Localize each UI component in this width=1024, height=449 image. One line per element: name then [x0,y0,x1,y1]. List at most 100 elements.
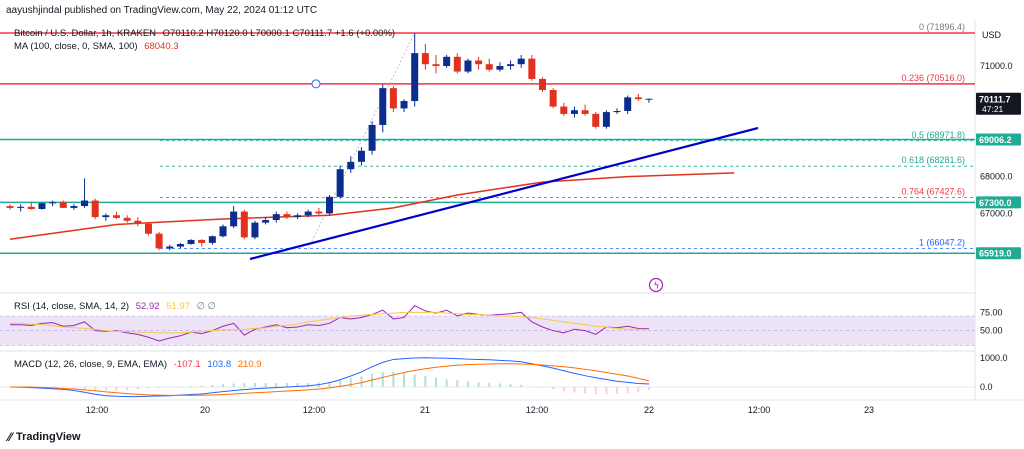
macd-label[interactable]: MACD (12, 26, close, 9, EMA, EMA) [14,359,168,370]
macd-hist-bar [328,381,331,387]
candle-body [262,220,270,223]
candle-body [315,211,323,214]
candle-body [304,211,312,216]
macd-hist-bar [648,387,650,391]
macd-hist-bar [158,387,161,388]
macd-hist-bar [616,387,619,394]
macd-hist-bar [626,387,629,394]
candle-body [17,206,25,208]
candle-body [389,88,397,109]
rsi-legend[interactable]: RSI (14, close, SMA, 14, 2) 52.92 51.97 … [14,301,220,312]
price-label-text: 65919.0 [979,249,1012,259]
candle-body [70,206,78,208]
candle-body [453,56,461,72]
macd-hist-bar [307,382,310,387]
macd-hist-bar [222,384,224,387]
macd-hist-bar [392,371,395,387]
macd-hist-bar [435,377,437,387]
rsi-value: 52.92 [135,301,160,312]
macd-hist-bar [232,383,235,387]
macd-hist-bar [424,375,427,387]
ma-legend[interactable]: MA (100, close, 0, SMA, 100) 68040.3 [14,41,183,52]
candle-body [49,202,57,204]
macd-hist-bar [562,387,565,392]
candle-body [294,215,302,218]
rsi-extra: ∅ ∅ [196,301,216,312]
tradingview-logo[interactable]: ⁄⁄ TradingView [8,430,81,444]
price-label-box [976,92,1021,115]
macd-hist-bar [349,378,352,387]
time-tick: 22 [644,405,654,415]
candle-body [475,60,483,65]
candle-body [251,222,259,238]
candle-body [411,53,419,102]
candle-body [400,101,408,109]
candle-body [272,214,280,221]
fib-label: 0.5 (68971.8) [911,130,965,140]
macd-hist-bar [541,387,544,388]
macd-hist-bar [445,379,448,387]
candle-body [443,56,451,67]
candle-body [464,60,472,72]
macd-panel: 1000.0 0.0 [0,353,1008,398]
macd-hist-bar [509,384,512,387]
candle-body [176,243,184,247]
candle-body [208,236,216,243]
fib-handle [311,79,321,89]
candle-body [219,226,227,237]
macd-hist-bar [530,386,533,387]
macd-hist-bar [456,380,459,387]
macd-hist-bar [594,387,597,394]
macd-hist-bar [200,385,203,387]
macd-hist-bar [136,387,139,390]
candles [6,33,653,251]
candle-body [187,239,195,244]
candle-body [570,110,578,114]
currency-label[interactable]: USD [982,30,1002,40]
macd-hist-bar [62,387,65,388]
rsi-sma-value: 51.97 [166,301,190,312]
price-tick: 67000.0 [980,208,1013,218]
macd-legend[interactable]: MACD (12, 26, close, 9, EMA, EMA) -107.1… [14,359,266,370]
candle-body [539,78,546,90]
time-tick: 12:00 [303,405,326,415]
price-label-text: 67300.0 [979,198,1012,208]
macd-hist-bar [253,382,256,387]
macd-hist-bar [179,386,182,388]
fib-anchor-line [307,32,416,249]
macd-hist-bar [83,387,86,390]
candle-body [230,211,238,227]
macd-hist-bar [381,371,384,387]
macd-hist-bar [573,387,576,393]
candle-body [507,64,515,67]
lightning-glyph: ϟ [654,282,660,292]
rsi-label[interactable]: RSI (14, close, SMA, 14, 2) [14,301,130,312]
macd-tick: 0.0 [980,382,993,392]
candle-body [496,66,504,70]
time-tick: 12:00 [86,405,109,415]
candle-body [38,203,46,209]
candle-body [81,200,89,207]
time-axis: 12:00 20 12:00 21 12:00 22 12:00 23 [86,405,874,415]
price-label-box [976,133,1021,146]
symbol-legend[interactable]: Bitcoin / U.S. Dollar, 1h, KRAKEN O70110… [14,28,399,39]
macd-hist-bar [296,382,299,387]
candle-body [357,150,365,162]
candle-body [91,200,99,218]
candle-body [144,223,152,234]
candle-body [368,124,376,151]
macd-line [9,357,650,398]
macd-hist-bar [72,387,75,389]
macd-hist-bar [94,387,97,391]
price-label-box [976,247,1021,260]
published-header: aayushjindal published on TradingView.co… [6,5,318,16]
macd-hist-bar [243,383,246,387]
candle-body [198,239,206,243]
macd-hist-bar [211,384,214,387]
candle-body [166,246,174,249]
candle-body [581,110,589,114]
symbol-name[interactable]: Bitcoin / U.S. Dollar, 1h, KRAKEN [14,28,157,39]
ma-label[interactable]: MA (100, close, 0, SMA, 100) [14,41,138,52]
candle-body [549,89,557,107]
